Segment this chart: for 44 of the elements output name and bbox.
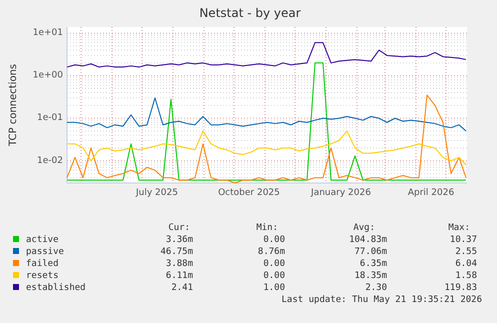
y-axis-title: TCP connections	[8, 64, 19, 148]
text: 0.00	[263, 259, 285, 269]
line-series	[66, 42, 466, 68]
text: 2.55	[455, 247, 477, 257]
text: 18.35m	[354, 271, 387, 281]
text: 3.88m	[166, 259, 193, 269]
text: 6.35m	[360, 259, 387, 269]
x-tick-label: January 2026	[310, 188, 372, 198]
text: 77.06m	[354, 247, 387, 257]
x-tick-label: October 2025	[218, 188, 280, 198]
text: 0.00	[263, 271, 285, 281]
legend-label: failed	[26, 259, 59, 269]
text: 0.00	[263, 235, 285, 245]
text: 8.76m	[258, 247, 285, 257]
y-tick-label: 1e+00	[32, 70, 64, 81]
y-tick-label: 1e-02	[37, 156, 63, 166]
text: 104.83m	[349, 235, 387, 245]
line-series	[66, 97, 466, 132]
x-tick-label: July 2025	[135, 188, 178, 198]
text: 10.37	[450, 235, 477, 245]
text: Cur:	[168, 223, 190, 233]
text: Max:	[448, 223, 470, 233]
chart-title: Netstat - by year	[199, 6, 301, 20]
text: 6.04	[455, 259, 477, 269]
line-series	[66, 130, 466, 166]
text: 3.36m	[166, 235, 193, 245]
text: Avg:	[353, 223, 375, 233]
text: Last update: Thu May 21 19:35:21 2026	[282, 295, 482, 305]
legend-label: active	[26, 235, 59, 245]
text: 119.83	[444, 283, 477, 293]
text: 6.11m	[166, 271, 193, 281]
legend-label: established	[26, 283, 86, 293]
legend-label: resets	[26, 271, 59, 281]
x-tick-label: April 2026	[408, 188, 454, 198]
y-tick-label: 1e-01	[37, 113, 63, 124]
y-tick-label: 1e+01	[32, 28, 63, 38]
legend-label: passive	[26, 247, 64, 257]
text: 1.00	[263, 283, 285, 293]
line-series	[66, 62, 466, 181]
text: 2.30	[365, 283, 387, 293]
text: 46.75m	[160, 247, 193, 257]
text: 2.41	[171, 283, 193, 293]
text: Min:	[256, 223, 278, 233]
text: 1.58	[455, 271, 477, 281]
